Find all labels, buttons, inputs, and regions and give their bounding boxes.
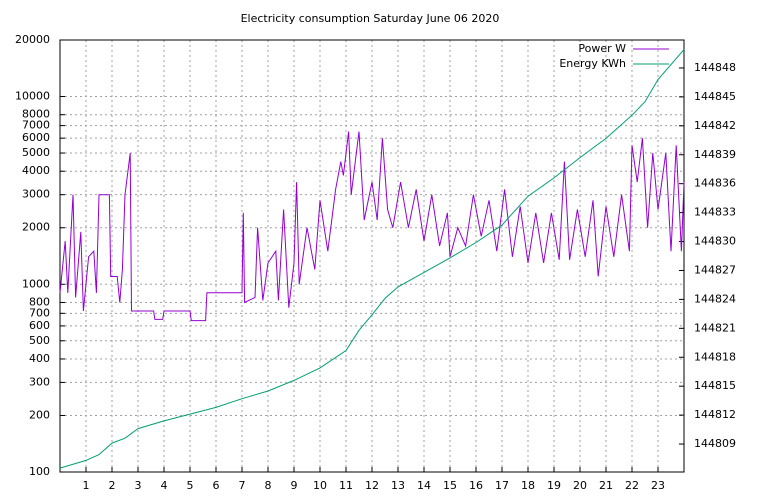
y2-tick-label: 144842: [694, 119, 736, 132]
y-tick-label: 2000: [22, 221, 50, 234]
chart-title: Electricity consumption Saturday June 06…: [241, 12, 500, 25]
y2-tick-label: 144827: [694, 263, 736, 276]
y2-tick-label: 144809: [694, 437, 736, 450]
x-tick-label: 14: [417, 479, 431, 492]
y-tick-label: 8000: [22, 108, 50, 121]
y2-tick-label: 144818: [694, 350, 736, 363]
y-tick-label: 800: [29, 295, 50, 308]
y2-tick-label: 144839: [694, 148, 736, 161]
x-tick-label: 16: [469, 479, 483, 492]
x-tick-label: 6: [213, 479, 220, 492]
x-tick-label: 1: [83, 479, 90, 492]
x-tick-label: 2: [109, 479, 116, 492]
x-tick-label: 18: [521, 479, 535, 492]
y2-tick-label: 144821: [694, 321, 736, 334]
y-tick-label: 10000: [15, 90, 50, 103]
legend-label: Energy KWh: [559, 57, 626, 70]
y-tick-label: 400: [29, 352, 50, 365]
y-tick-label: 100: [29, 465, 50, 478]
x-tick-label: 21: [599, 479, 613, 492]
y2-tick-label: 144845: [694, 90, 736, 103]
y2-tick-label: 144812: [694, 408, 736, 421]
y-tick-label: 6000: [22, 131, 50, 144]
x-tick-label: 19: [547, 479, 561, 492]
x-tick-label: 15: [443, 479, 457, 492]
legend-label: Power W: [578, 42, 626, 55]
x-tick-label: 5: [187, 479, 194, 492]
y-tick-label: 3000: [22, 188, 50, 201]
plot-frame: [59, 39, 685, 473]
series-line: [59, 49, 685, 469]
y-tick-label: 300: [29, 375, 50, 388]
series-line: [59, 131, 685, 322]
y2-tick-label: 144833: [694, 206, 736, 219]
x-tick-label: 10: [313, 479, 327, 492]
x-tick-label: 11: [339, 479, 353, 492]
y-tick-label: 500: [29, 334, 50, 347]
x-tick-label: 23: [651, 479, 665, 492]
y2-tick-label: 144836: [694, 177, 736, 190]
x-tick-label: 20: [573, 479, 587, 492]
y2-tick-label: 144815: [694, 379, 736, 392]
x-tick-label: 22: [625, 479, 639, 492]
y-tick-label: 1000: [22, 277, 50, 290]
x-tick-label: 12: [365, 479, 379, 492]
x-tick-label: 9: [291, 479, 298, 492]
x-tick-label: 13: [391, 479, 405, 492]
x-tick-label: 7: [239, 479, 246, 492]
x-tick-label: 4: [161, 479, 168, 492]
y-tick-label: 700: [29, 306, 50, 319]
y2-tick-label: 144824: [694, 292, 736, 305]
y-tick-label: 7000: [22, 119, 50, 132]
x-tick-label: 3: [135, 479, 142, 492]
y2-tick-label: 144848: [694, 61, 736, 74]
y-tick-label: 600: [29, 319, 50, 332]
y-tick-label: 5000: [22, 146, 50, 159]
y-tick-label: 20000: [15, 33, 50, 46]
y-tick-label: 4000: [22, 164, 50, 177]
y2-tick-label: 144830: [694, 235, 736, 248]
x-tick-label: 8: [265, 479, 272, 492]
x-tick-label: 17: [495, 479, 509, 492]
y-tick-label: 200: [29, 408, 50, 421]
